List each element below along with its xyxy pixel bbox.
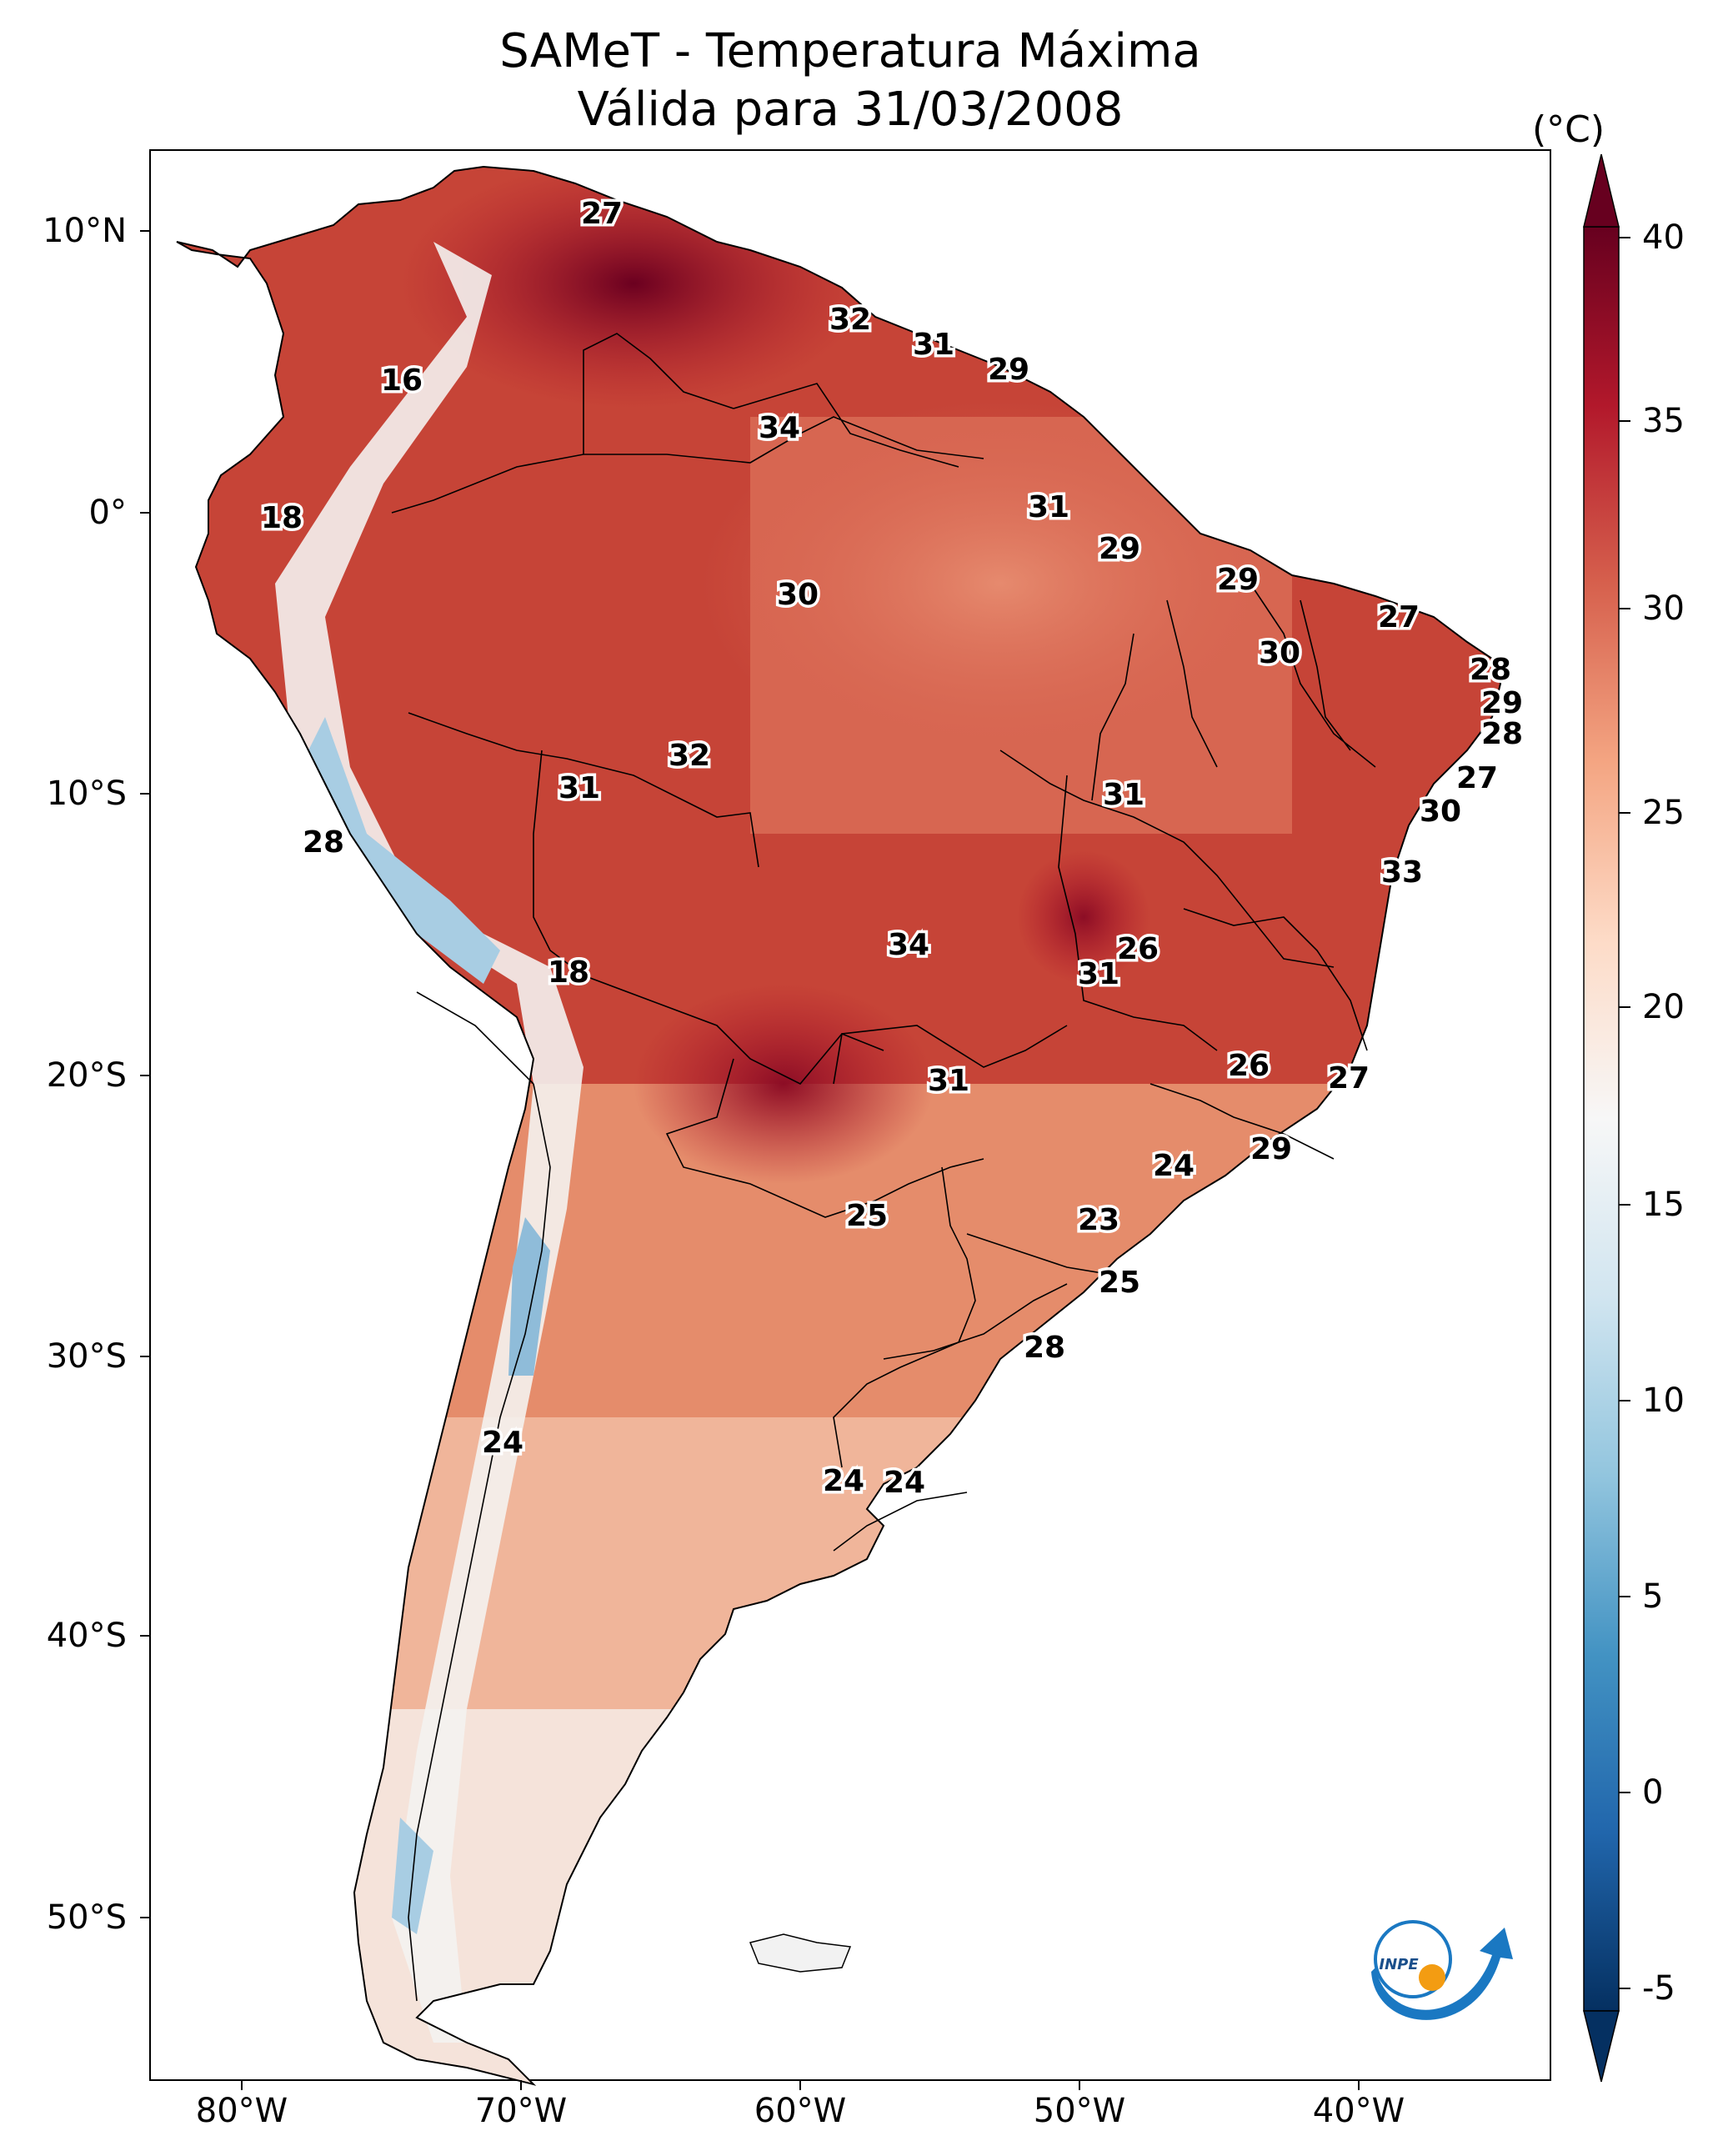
logo-text: INPE bbox=[1379, 1956, 1419, 1973]
map-label: 29 bbox=[1481, 686, 1523, 720]
colorbar-max-extend bbox=[1583, 153, 1620, 228]
axis-ticks bbox=[140, 230, 1360, 2090]
chart-title-line-2: Válida para 31/03/2008 bbox=[577, 83, 1124, 137]
map-label: 28 bbox=[303, 825, 344, 860]
map-label: 33 bbox=[1381, 855, 1423, 890]
colorbar-tick: 15 bbox=[1642, 1186, 1685, 1224]
lat-label: 40°S bbox=[46, 1617, 127, 1655]
map-label: 31 bbox=[913, 328, 954, 362]
map-label: 29 bbox=[1217, 563, 1259, 597]
colorbar bbox=[1583, 153, 1630, 2083]
map-label: 23 bbox=[1078, 1203, 1119, 1237]
colorbar-tick: -5 bbox=[1642, 1969, 1675, 2008]
map-label: 30 bbox=[1259, 636, 1300, 670]
lat-label: 30°S bbox=[46, 1337, 127, 1376]
lat-label: 10°N bbox=[43, 212, 127, 250]
lon-label: 50°W bbox=[1033, 2092, 1126, 2130]
map-label: 31 bbox=[1103, 778, 1144, 812]
country-borders bbox=[391, 333, 1376, 2002]
colorbar-tick: 25 bbox=[1642, 794, 1685, 832]
lat-label: 20°S bbox=[46, 1056, 127, 1095]
colorbar-tick: 5 bbox=[1642, 1577, 1664, 1616]
map-label: 16 bbox=[381, 364, 423, 398]
lon-label: 40°W bbox=[1312, 2092, 1405, 2130]
lon-label: 80°W bbox=[195, 2092, 288, 2130]
lat-label: 50°S bbox=[46, 1898, 127, 1937]
map-label: 24 bbox=[884, 1466, 925, 1500]
map-label: 30 bbox=[777, 578, 819, 612]
colorbar-tick: 35 bbox=[1642, 402, 1685, 440]
lon-label: 70°W bbox=[474, 2092, 568, 2130]
colorbar-tick: 0 bbox=[1642, 1773, 1664, 1812]
map-label: 27 bbox=[581, 197, 623, 231]
map-label: 24 bbox=[482, 1426, 523, 1460]
map-label: 25 bbox=[1099, 1266, 1140, 1300]
colorbar-unit: (°C) bbox=[1532, 108, 1605, 151]
map-label: 34 bbox=[888, 928, 929, 962]
map-label: 27 bbox=[1378, 600, 1420, 634]
lon-label: 60°W bbox=[754, 2092, 847, 2130]
map-label: 34 bbox=[759, 411, 800, 445]
map-label: 26 bbox=[1228, 1049, 1270, 1083]
lat-label: 10°S bbox=[46, 775, 127, 813]
lat-label: 0° bbox=[88, 494, 127, 532]
map-label: 27 bbox=[1456, 761, 1498, 795]
map-label: 28 bbox=[1024, 1331, 1065, 1365]
map-label: 24 bbox=[1153, 1149, 1195, 1183]
colorbar-tick: 40 bbox=[1642, 218, 1685, 257]
map-label: 29 bbox=[988, 353, 1029, 387]
map-label: 32 bbox=[669, 739, 710, 773]
map-label: 28 bbox=[1481, 717, 1523, 751]
map-label: 25 bbox=[846, 1199, 888, 1233]
colorbar-tick: 20 bbox=[1642, 988, 1685, 1026]
map-label: 24 bbox=[823, 1464, 864, 1498]
map-label: 31 bbox=[1028, 490, 1069, 524]
map-label: 31 bbox=[1078, 957, 1119, 991]
colorbar-tick: 10 bbox=[1642, 1381, 1685, 1420]
map-label: 30 bbox=[1420, 795, 1461, 829]
map-label: 18 bbox=[548, 955, 589, 990]
colorbar-tick: 30 bbox=[1642, 589, 1685, 628]
map-label: 29 bbox=[1099, 532, 1140, 566]
map-label: 26 bbox=[1117, 932, 1159, 966]
colorbar-min-extend bbox=[1583, 2010, 1620, 2083]
map-label: 31 bbox=[558, 771, 600, 805]
map-label: 31 bbox=[928, 1064, 969, 1098]
falkland-islands bbox=[749, 1933, 852, 1973]
map-label: 29 bbox=[1250, 1132, 1292, 1166]
map-label: 32 bbox=[829, 303, 871, 337]
map-value-labels: 27 32 31 29 16 34 18 31 29 30 29 27 30 2… bbox=[258, 194, 1525, 1503]
map-label: 28 bbox=[1470, 653, 1511, 687]
map-label: 18 bbox=[261, 501, 303, 535]
chart-title-line-1: SAMeT - Temperatura Máxima bbox=[499, 24, 1201, 78]
map-label: 27 bbox=[1328, 1061, 1370, 1096]
inpe-logo: INPE bbox=[1371, 1920, 1513, 2020]
